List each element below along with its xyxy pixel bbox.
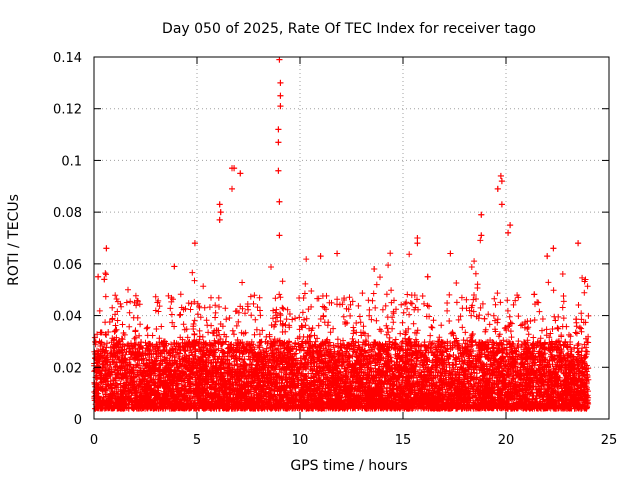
- spike-point: [414, 240, 421, 247]
- x-tick-label: 0: [90, 433, 98, 448]
- spike-point: [498, 201, 505, 208]
- spike-point: [191, 240, 198, 247]
- x-tick-label: 5: [193, 433, 201, 448]
- spike-point: [276, 232, 283, 239]
- spike-point: [276, 56, 283, 63]
- spike-point: [237, 170, 244, 177]
- spike-point: [447, 250, 454, 257]
- spike-point: [101, 276, 108, 283]
- chart-title: Day 050 of 2025, Rate Of TEC Index for r…: [162, 21, 536, 37]
- x-tick-label: 10: [292, 433, 309, 448]
- y-tick-label: 0.12: [53, 103, 82, 118]
- y-tick-label: 0.14: [53, 51, 82, 66]
- spike-point: [505, 229, 512, 236]
- y-tick-label: 0.1: [61, 154, 82, 169]
- spike-point: [275, 126, 282, 133]
- spike-point: [544, 253, 551, 260]
- y-axis-label: ROTI / TECUs: [6, 194, 22, 286]
- spike-point: [478, 232, 485, 239]
- data-points: [91, 56, 592, 412]
- spike-point: [478, 211, 485, 218]
- spike-point: [414, 235, 421, 241]
- spike-point: [507, 222, 514, 229]
- spike-point: [103, 245, 110, 252]
- spike-point: [498, 178, 505, 185]
- spike-point: [171, 263, 178, 270]
- spike-point: [317, 253, 324, 260]
- spike-point: [277, 103, 284, 110]
- spike-point: [216, 216, 223, 223]
- x-tick-label: 15: [395, 433, 412, 448]
- y-tick-label: 0.06: [53, 258, 82, 273]
- spike-point: [216, 201, 223, 208]
- spike-point: [277, 92, 284, 99]
- spike-point: [276, 198, 283, 205]
- spike-point: [231, 165, 238, 172]
- y-tick-label: 0: [74, 413, 82, 428]
- y-tick-label: 0.04: [53, 310, 82, 325]
- x-tick-label: 25: [601, 433, 618, 448]
- spike-point: [95, 273, 102, 280]
- spike-point: [575, 240, 582, 247]
- spike-point: [275, 139, 282, 146]
- y-tick-label: 0.02: [53, 361, 82, 376]
- x-tick-label: 20: [498, 433, 515, 448]
- spike-point: [334, 250, 341, 257]
- y-tick-label: 0.08: [53, 206, 82, 221]
- x-axis-label: GPS time / hours: [290, 458, 407, 474]
- spike-point: [277, 79, 284, 86]
- grid-lines: [94, 57, 609, 419]
- spike-point: [497, 172, 504, 179]
- axis-ticks: 0 0.02 0.04 0.06 0.08 0.1 0.12 0.14 0 5 10 15 20 25: [53, 51, 617, 448]
- plot-frame: [93, 56, 610, 420]
- spike-point: [371, 266, 378, 273]
- spike-point: [275, 167, 282, 174]
- spike-point: [494, 185, 501, 192]
- spike-point: [424, 273, 431, 280]
- spike-point: [550, 245, 557, 252]
- spike-point: [217, 209, 224, 216]
- spike-point: [229, 185, 236, 192]
